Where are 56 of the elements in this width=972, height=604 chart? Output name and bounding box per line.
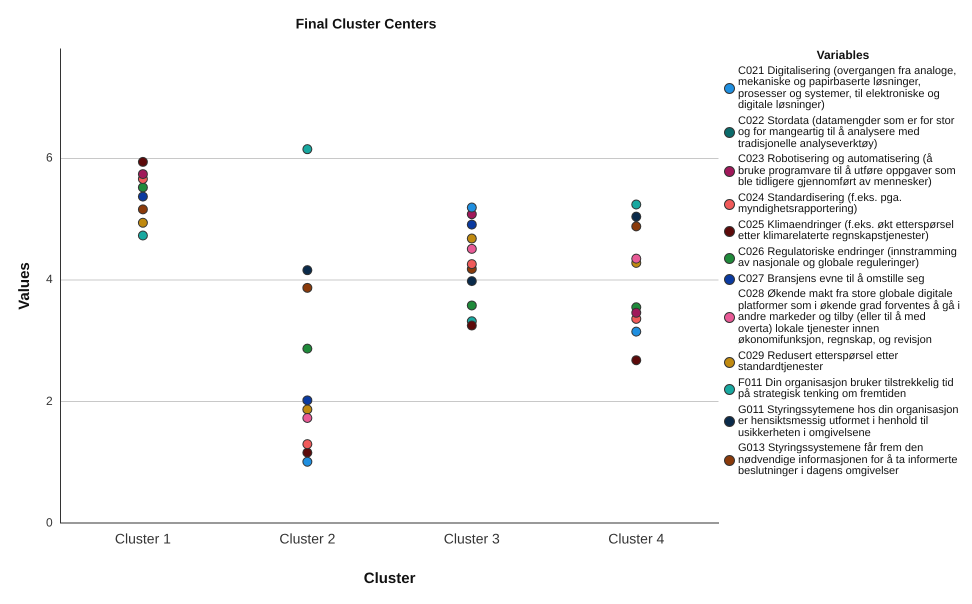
point (302, 439, 312, 450)
point (631, 212, 642, 222)
legend-label: C029 Redusert etterspørsel etter standardtjenester (738, 350, 900, 374)
y-tick-label: 0 (46, 516, 53, 530)
legend-title: Variables (816, 48, 870, 62)
legend-label: G011 Styringssytemene hos din organisasjon er hensiktsmessig utformet i henhold til usikkerheten i omgivelsene (738, 404, 960, 439)
point (466, 300, 477, 310)
legend-label: F011 Din organisasjon bruker tilstrekkelig tid på strategisk tenking om fremtiden (738, 376, 955, 400)
legend-label: C022 Stordata (datamengder som er for stor og for mangeartig til å analysere med tradisjonelle analyseverktøy) (738, 114, 956, 150)
point (466, 234, 477, 244)
point (302, 395, 312, 406)
x-tick-label: Cluster 1 (114, 530, 172, 546)
x-tick-label: Cluster 2 (279, 530, 336, 546)
y-tick-label: 2 (46, 394, 53, 408)
point (466, 259, 477, 270)
legend-label: C028 Økende makt fra store globale digitale platformer som i økende grad forventes å gå i andre markeder og tilby (eller til å med overta) lokale tjenester innen økonomifunksjon, regnskap, og revisjon (738, 288, 961, 346)
legend-label: C021 Digitalisering (overgangen fra analoge, mekaniske og papirbaserte løsninger, prosesser og systemer, til elektroniske og digitale løsninger) (738, 64, 958, 112)
point (302, 456, 312, 467)
point (138, 218, 148, 228)
point (631, 308, 642, 318)
legend-label: C023 Robotisering og automatisering (å bruke programvare til å utføre oppgaver som ble tidligere gjennomført av mennesker) (738, 153, 957, 188)
point (138, 169, 148, 180)
point (302, 282, 312, 293)
y-axis-title: Values (16, 262, 34, 310)
point (138, 192, 148, 202)
chart-title: Final Cluster Centers (296, 15, 437, 32)
point (302, 448, 312, 458)
point (631, 254, 642, 264)
point (466, 202, 477, 213)
point (302, 404, 312, 414)
x-tick-label: Cluster 3 (444, 530, 500, 546)
point (138, 230, 148, 241)
y-tick-label: 6 (46, 150, 53, 165)
point (302, 265, 312, 276)
x-axis-title: Cluster (364, 570, 416, 588)
point (302, 144, 312, 154)
legend-label: C025 Klimaendringer (f.eks. økt etterspørsel etter klimarelaterte regnskapstjenester) (738, 218, 955, 242)
legend-label: C027 Bransjens evne til å omstille seg (738, 272, 924, 285)
x-tick-label: Cluster 4 (608, 530, 664, 546)
y-tick-label: 4 (46, 272, 53, 286)
legend-label: C024 Standardisering (f.eks. pga. myndighetsrapportering) (738, 192, 903, 216)
point (466, 276, 477, 286)
point (302, 344, 312, 354)
point (631, 200, 642, 210)
point (631, 355, 642, 366)
point (138, 156, 148, 167)
point (138, 204, 148, 214)
point (466, 220, 477, 230)
legend-label: G013 Styringssystemene får frem den nødvendige informasjonen for å ta informerte beslutninger i dagens omgivelser (738, 442, 959, 478)
point (466, 320, 477, 331)
legend-label: C026 Regulatoriske endringer (innstramming av nasjonale og globale reguleringer) (738, 246, 958, 270)
point (138, 182, 148, 192)
point (631, 221, 642, 232)
point (302, 412, 312, 423)
point (466, 244, 477, 254)
point (631, 326, 642, 337)
